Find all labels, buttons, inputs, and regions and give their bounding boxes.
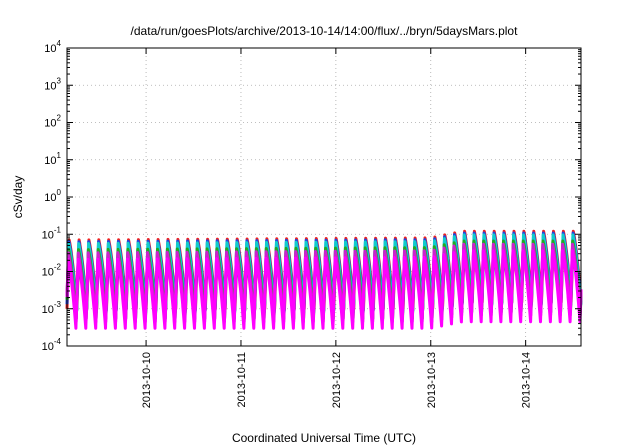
y-axis-label: cSv/day bbox=[11, 176, 25, 219]
x-tick-label: 2013-10-14 bbox=[521, 352, 533, 408]
x-tick-label: 2013-10-10 bbox=[141, 352, 153, 408]
chart-title: /data/run/goesPlots/archive/2013-10-14/1… bbox=[131, 24, 519, 38]
series-layer bbox=[65, 229, 583, 330]
y-tick-label: 10-2 bbox=[42, 263, 62, 279]
y-tick-label: 101 bbox=[44, 151, 61, 167]
y-tick-label: 102 bbox=[44, 114, 61, 130]
y-tick-label: 100 bbox=[44, 188, 61, 204]
y-tick-label: 103 bbox=[44, 76, 61, 92]
y-tick-label: 10-1 bbox=[42, 225, 62, 241]
y-tick-label: 10-4 bbox=[42, 337, 62, 353]
x-axis: 2013-10-10 2013-10-11 2013-10-12 2013-10-13… bbox=[141, 48, 533, 408]
y-tick-label: 10-3 bbox=[42, 300, 62, 316]
x-axis-label: Coordinated Universal Time (UTC) bbox=[232, 431, 416, 445]
x-tick-label: 2013-10-11 bbox=[236, 352, 248, 407]
x-tick-label: 2013-10-12 bbox=[331, 352, 343, 408]
x-tick-label: 2013-10-13 bbox=[426, 352, 438, 408]
series-line bbox=[65, 249, 583, 330]
y-tick-label: 104 bbox=[44, 39, 61, 55]
